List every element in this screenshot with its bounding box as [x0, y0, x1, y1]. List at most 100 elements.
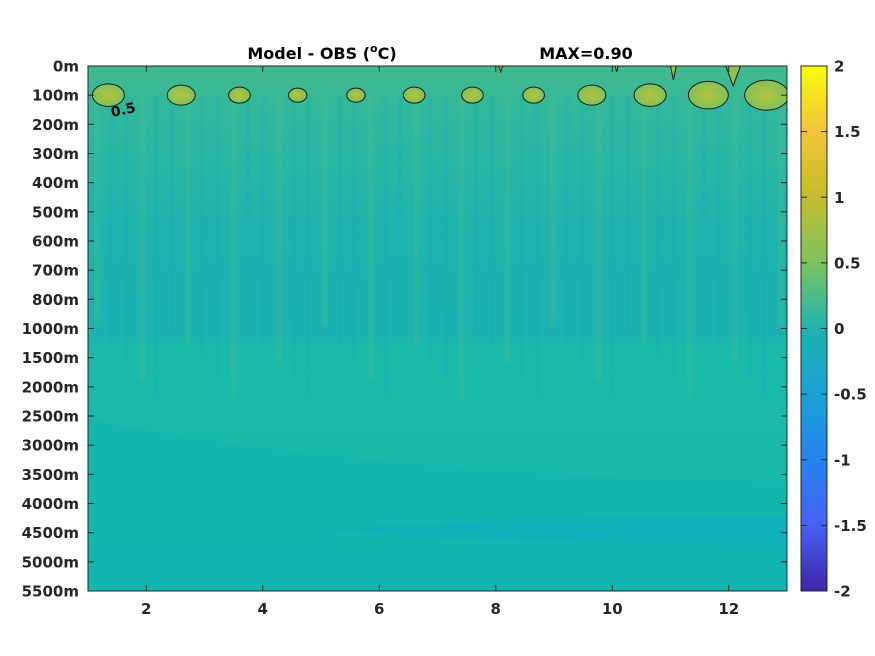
y-tick-label: 200m [32, 116, 79, 134]
anomaly-pocket [522, 86, 545, 104]
streak [474, 96, 478, 326]
contour-label: 0.5 [110, 100, 138, 121]
streak [686, 96, 693, 398]
streak [139, 96, 146, 380]
surface-tip [614, 66, 619, 73]
streak [246, 96, 250, 326]
x-tick-label: 8 [491, 600, 501, 618]
y-tick-label: 1500m [22, 349, 79, 367]
y-tick-label: 700m [32, 262, 79, 280]
streak [489, 96, 494, 344]
streak [398, 96, 402, 326]
y-tick-label: 2000m [22, 378, 79, 396]
streak [626, 96, 630, 326]
chart-title: Model - OBS (oC) [247, 42, 396, 63]
y-tick-label: 3000m [22, 437, 79, 455]
colorbar-tick-label: 0.5 [834, 254, 861, 272]
streak [215, 96, 220, 380]
title-group: Model - OBS (oC) MAX=0.90 [247, 42, 632, 63]
x-axis: 2 4 6 8 10 12 [141, 66, 739, 618]
streak [276, 96, 283, 362]
streak [352, 96, 357, 362]
y-tick-label: 3500m [22, 466, 79, 484]
y-tick-label: 4500m [22, 524, 79, 542]
streak [306, 96, 311, 398]
streak [170, 96, 174, 326]
colorbar-tick-label: 2 [834, 58, 844, 76]
streak [428, 96, 433, 362]
y-tick-label: 4000m [22, 495, 79, 513]
streak [109, 96, 114, 344]
y-tick-label: 600m [32, 233, 79, 251]
anomaly-pocket [228, 86, 251, 104]
streak [124, 96, 129, 362]
surface-tip [669, 66, 677, 81]
deep-band-lower [320, 516, 787, 546]
y-axis: 0m 100m 200m 300m 400m 500m 600m 700m 800m 1000m 1… [22, 58, 787, 601]
colorbar-tick-label: -1 [834, 451, 851, 469]
anomaly-pocket [687, 80, 729, 110]
anomaly-pocket [402, 86, 426, 104]
warm-anomaly-pockets [91, 66, 787, 111]
streak [291, 96, 296, 380]
streak [717, 96, 722, 344]
streak [732, 96, 739, 362]
title-prefix: Model - OBS ( [247, 44, 370, 63]
streak [580, 96, 585, 362]
x-tick-label: 10 [602, 600, 623, 618]
y-tick-label: 5500m [22, 583, 79, 601]
colorbar-tick-label: -1.5 [834, 517, 867, 535]
streak [671, 96, 676, 380]
anomaly-pocket [288, 87, 308, 103]
colorbar-tick-label: 1.5 [834, 123, 861, 141]
streak [322, 96, 328, 326]
streak [261, 96, 266, 344]
streak [154, 96, 159, 398]
x-tick-label: 2 [141, 600, 151, 618]
streak [367, 96, 374, 380]
streak [519, 96, 524, 380]
streak [534, 96, 539, 398]
y-tick-label: 5000m [22, 553, 79, 571]
streak [702, 96, 706, 326]
streak [337, 96, 342, 344]
streak [656, 96, 661, 362]
streak [504, 96, 511, 362]
colorbar: 2 1.5 1 0.5 0 -0.5 -1 -1.5 -2 [800, 58, 867, 601]
surface-tip [498, 66, 504, 74]
surface-tip [725, 66, 741, 88]
streak [595, 96, 602, 380]
anomaly-pocket [633, 83, 667, 107]
streak [185, 96, 192, 344]
streak [641, 96, 648, 344]
streak [230, 96, 237, 398]
y-tick-label: 500m [32, 203, 79, 221]
y-tick-label: 100m [32, 87, 79, 105]
anomaly-pocket [346, 87, 366, 103]
streak [778, 96, 784, 326]
streak [382, 96, 387, 398]
streak [550, 96, 556, 326]
anomaly-pocket [744, 79, 787, 111]
max-annotation: MAX=0.90 [539, 44, 633, 63]
colorbar-tick-label: -0.5 [834, 386, 867, 404]
title-superscript: o [370, 42, 378, 55]
streak [200, 96, 205, 362]
deep-band-bottom [88, 546, 787, 591]
streak [762, 96, 767, 398]
streak [747, 96, 752, 380]
colorbar-ticks: 2 1.5 1 0.5 0 -0.5 -1 -1.5 -2 [801, 58, 867, 601]
anomaly-pocket [461, 86, 484, 104]
streak [610, 96, 615, 398]
anomaly-pocket [166, 84, 196, 106]
y-tick-label: 300m [32, 145, 79, 163]
streak [443, 96, 448, 380]
y-tick-label: 0m [53, 58, 79, 76]
y-tick-label: 400m [32, 174, 79, 192]
x-tick-label: 12 [718, 600, 739, 618]
streak [413, 96, 420, 344]
streak [458, 96, 465, 398]
plot-area [88, 66, 787, 591]
colorbar-tick-label: 1 [834, 189, 844, 207]
